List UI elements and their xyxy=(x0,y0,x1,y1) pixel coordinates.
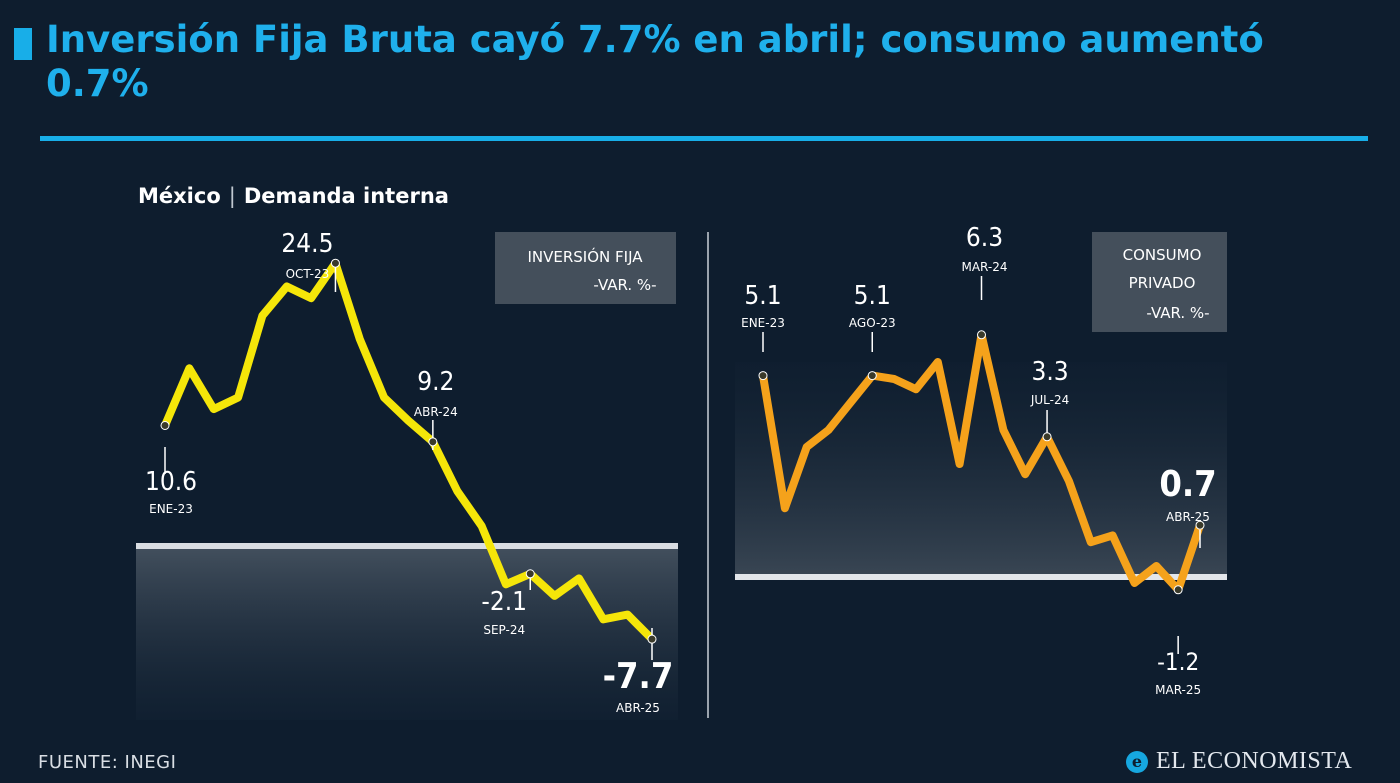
consumo-chart: 5.1 ENE-23 5.1 AGO-23 6.3 MAR-24 3.3 JUL-24 -1.2… xyxy=(741,223,1217,697)
inversion-data-point xyxy=(381,395,387,400)
consumo-data-point xyxy=(1088,540,1093,545)
subtitle-separator: | xyxy=(228,184,236,208)
consumo-annotation-marker xyxy=(1195,520,1205,530)
consumo-data-point xyxy=(935,359,940,365)
inversion-data-point xyxy=(625,612,630,617)
consumo-annotation-value: 5.1 xyxy=(854,281,891,311)
inversion-annotation-value: 24.5 xyxy=(281,229,333,259)
inversion-data-point xyxy=(284,284,289,289)
consumo-data-point xyxy=(826,427,831,433)
inversion-data-point xyxy=(406,418,411,424)
inversion-annotation-marker xyxy=(647,634,657,644)
inversion-legend-line-2: -VAR. %- xyxy=(593,276,656,294)
inversion-data-point xyxy=(211,406,216,412)
inversion-data-point xyxy=(308,296,314,301)
subtitle-country: México xyxy=(138,184,221,208)
inversion-annotation-date: ABR-24 xyxy=(414,405,458,419)
inversion-data-point xyxy=(260,313,265,318)
consumo-data-point xyxy=(913,387,919,392)
consumo-data-point xyxy=(1132,580,1137,586)
consumo-legend-box xyxy=(1092,232,1227,332)
inversion-annotation-date: ENE-23 xyxy=(149,502,193,516)
consumo-annotation-marker xyxy=(867,371,877,381)
inversion-annotation-date: ABR-25 xyxy=(616,701,660,715)
consumo-annotation-date: ABR-25 xyxy=(1166,510,1210,524)
inversion-annotation-date: SEP-24 xyxy=(483,623,525,637)
consumo-annotation-value: 5.1 xyxy=(744,281,781,311)
consumo-data-point xyxy=(1154,563,1159,569)
subtitle-topic: Demanda interna xyxy=(243,184,449,208)
inversion-data-point xyxy=(503,582,509,587)
title-divider xyxy=(40,136,1368,141)
inversion-data-point xyxy=(357,336,362,342)
consumo-annotation-marker xyxy=(758,371,768,381)
inversion-data-point xyxy=(601,617,606,622)
consumo-data-point xyxy=(782,506,788,511)
inversion-chart: 10.6 ENE-23 24.5 OCT-23 9.2 ABR-24 -2.1 SEP-24 -… xyxy=(145,229,673,715)
inversion-annotation-value: -7.7 xyxy=(603,656,674,697)
consumo-legend-line-1: CONSUMO xyxy=(1123,246,1202,264)
consumo-annotation-date: AGO-23 xyxy=(849,316,896,330)
inversion-annotation-marker xyxy=(525,569,535,579)
page-title: Inversión Fija Bruta cayó 7.7% en abril;… xyxy=(46,18,1264,105)
inversion-annotation-value: -2.1 xyxy=(481,587,527,617)
consumo-annotation-date: MAR-24 xyxy=(961,260,1007,274)
inversion-legend-line-1: INVERSIÓN FIJA xyxy=(527,247,643,266)
consumo-data-point xyxy=(957,461,962,467)
inversion-annotation-marker xyxy=(428,437,438,447)
consumo-zero-line xyxy=(735,574,1227,580)
inversion-negative-band xyxy=(136,545,678,720)
inversion-zero-line xyxy=(136,543,678,549)
inversion-annotation-marker xyxy=(330,258,340,268)
consumo-legend-line-2: PRIVADO xyxy=(1129,274,1196,292)
consumo-data-point xyxy=(804,444,809,450)
brand-logo-icon: e xyxy=(1126,750,1148,773)
consumo-data-point xyxy=(1066,478,1072,484)
brand: e EL ECONOMISTA xyxy=(1126,748,1352,775)
consumo-data-point xyxy=(1001,427,1006,433)
inversion-annotation-marker xyxy=(160,420,170,430)
consumo-data-point xyxy=(1022,472,1028,477)
consumo-data-point xyxy=(1110,533,1115,538)
consumo-annotation-marker xyxy=(1042,432,1052,442)
consumo-positive-band xyxy=(735,362,1227,576)
inversion-data-point xyxy=(479,523,484,529)
inversion-annotation-date: OCT-23 xyxy=(286,267,330,281)
chart-subtitle: México | Demanda interna xyxy=(138,184,449,208)
inversion-data-point xyxy=(187,366,192,371)
consumo-annotation-date: MAR-25 xyxy=(1155,683,1201,697)
consumo-annotation-date: JUL-24 xyxy=(1030,393,1069,407)
inversion-legend-box xyxy=(495,232,676,304)
brand-name: EL ECONOMISTA xyxy=(1156,748,1353,774)
consumo-annotation-value: 6.3 xyxy=(966,223,1003,253)
consumo-data-point xyxy=(891,376,897,382)
consumo-annotation-value: 0.7 xyxy=(1159,464,1216,505)
consumo-annotation-marker xyxy=(1173,585,1183,595)
consumo-annotation-date: ENE-23 xyxy=(741,316,785,330)
consumo-data-point xyxy=(848,400,853,405)
inversion-data-point xyxy=(576,576,582,581)
inversion-annotation-value: 9.2 xyxy=(417,367,454,397)
inversion-annotation-value: 10.6 xyxy=(145,467,197,497)
consumo-annotation-marker xyxy=(977,330,986,340)
consumo-legend-line-3: -VAR. %- xyxy=(1146,304,1209,322)
source-note: FUENTE: INEGI xyxy=(38,752,177,773)
consumo-annotation-value: -1.2 xyxy=(1157,648,1199,676)
charts-divider xyxy=(707,232,709,718)
consumo-annotation-value: 3.3 xyxy=(1031,357,1068,387)
inversion-data-point xyxy=(235,395,241,400)
inversion-data-point xyxy=(552,593,557,599)
inversion-data-point xyxy=(455,488,460,494)
title-accent-bar xyxy=(14,28,32,60)
